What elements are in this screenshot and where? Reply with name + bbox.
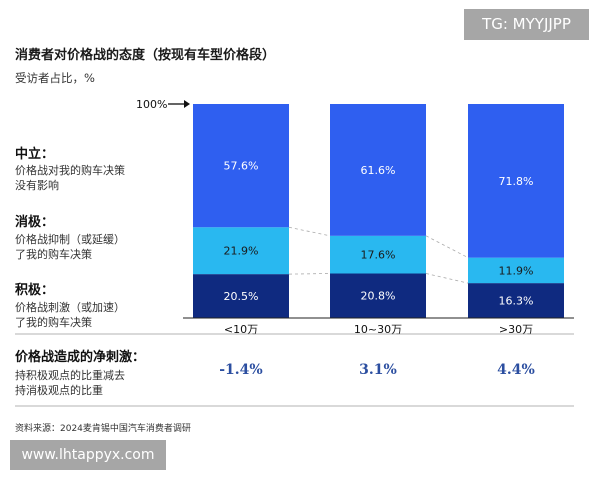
data-label-positive-1: 20.5% [224, 290, 259, 303]
hundred-percent-marker: 100% [136, 98, 190, 111]
data-label-negative-2: 17.6% [361, 249, 396, 262]
chart-subtitle: 受访者占比，% [15, 71, 95, 85]
neutral-description: 价格战对我的购车决策 没有影响 [15, 163, 125, 193]
bar-segment-neutral-3 [468, 104, 564, 258]
bar-segment-neutral-2 [330, 104, 426, 236]
data-label-negative-3: 11.9% [499, 264, 534, 277]
source-note: 资料来源：2024麦肯锡中国汽车消费者调研 [15, 424, 191, 434]
net-stimulus-heading: 价格战造成的净刺激： [15, 350, 146, 365]
positive-desc-line-2: 了我的购车决策 [15, 316, 92, 329]
connector-line-1-2 [288, 226, 331, 237]
bar-segment-positive-2 [330, 273, 426, 318]
data-label-neutral-3: 71.8% [499, 175, 534, 188]
category-label-2: 10~30万 [354, 323, 402, 336]
bar-segment-negative-3 [468, 257, 564, 284]
net-desc-line-2: 持消极观点的比重 [15, 384, 103, 397]
hundred-percent-label: 100% [136, 98, 167, 111]
hundred-arrow-head-icon [184, 100, 190, 108]
neutral-desc-line-1: 价格战对我的购车决策 [15, 164, 125, 177]
watermark-top: TG: MYYJJPP [464, 9, 589, 40]
net-value-3: 4.4% [497, 362, 535, 378]
positive-description: 价格战刺激（或加速） 了我的购车决策 [15, 300, 125, 330]
connector-line-2-2 [425, 235, 469, 259]
negative-description: 价格战抑制（或延缓） 了我的购车决策 [15, 232, 125, 262]
connector-line-2-1 [425, 273, 469, 284]
bar-segment-negative-2 [330, 235, 426, 274]
negative-heading: 消极： [15, 215, 55, 230]
data-label-positive-3: 16.3% [499, 295, 534, 308]
data-label-neutral-2: 61.6% [361, 164, 396, 177]
data-label-positive-2: 20.8% [361, 290, 396, 303]
negative-desc-line-1: 价格战抑制（或延缓） [15, 233, 125, 246]
neutral-heading: 中立： [15, 147, 55, 162]
neutral-desc-line-2: 没有影响 [15, 179, 59, 192]
data-label-neutral-1: 57.6% [224, 160, 259, 173]
category-label-1: <10万 [224, 323, 258, 336]
watermark-bottom: www.lhtappyx.com [10, 440, 166, 470]
negative-desc-line-2: 了我的购车决策 [15, 248, 92, 261]
net-desc-line-1: 持积极观点的比重减去 [15, 369, 125, 382]
net-stimulus-description: 持积极观点的比重减去 持消极观点的比重 [15, 368, 125, 398]
bar-segment-neutral-1 [193, 104, 289, 228]
positive-desc-line-1: 价格战刺激（或加速） [15, 301, 125, 314]
positive-heading: 积极： [15, 283, 55, 298]
category-label-3: >30万 [499, 323, 533, 336]
net-value-2: 3.1% [359, 362, 397, 378]
chart-title: 消费者对价格战的态度（按现有车型价格段） [15, 48, 276, 63]
bar-segment-positive-3 [468, 283, 564, 318]
connector-line-1-1 [288, 273, 331, 275]
bar-segment-negative-1 [193, 227, 289, 275]
data-label-negative-1: 21.9% [224, 245, 259, 258]
bar-segment-positive-1 [193, 274, 289, 318]
net-value-1: -1.4% [219, 362, 263, 378]
